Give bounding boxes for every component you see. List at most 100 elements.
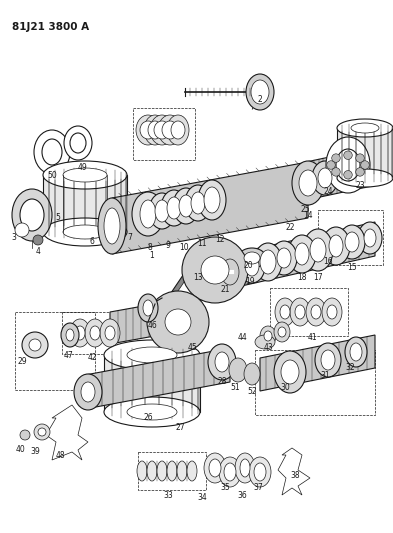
Ellipse shape	[271, 241, 297, 275]
Text: 6: 6	[90, 238, 94, 246]
Ellipse shape	[315, 343, 341, 377]
Ellipse shape	[167, 461, 177, 481]
Ellipse shape	[167, 115, 189, 145]
Ellipse shape	[191, 192, 205, 214]
Circle shape	[356, 168, 364, 176]
Ellipse shape	[240, 459, 250, 477]
Text: 40: 40	[15, 446, 25, 455]
Ellipse shape	[148, 121, 162, 139]
Ellipse shape	[345, 232, 359, 252]
Circle shape	[38, 428, 46, 436]
Ellipse shape	[161, 190, 187, 226]
Ellipse shape	[358, 222, 382, 254]
Ellipse shape	[345, 337, 367, 367]
Text: 21: 21	[220, 286, 230, 295]
Ellipse shape	[254, 243, 282, 281]
Ellipse shape	[34, 130, 70, 174]
Text: 9: 9	[165, 240, 171, 249]
Ellipse shape	[274, 351, 306, 393]
Text: 43: 43	[263, 343, 273, 352]
Text: 47: 47	[63, 351, 73, 359]
Ellipse shape	[150, 115, 174, 145]
Ellipse shape	[70, 319, 90, 347]
Ellipse shape	[149, 193, 175, 229]
Text: 38: 38	[290, 471, 300, 480]
Ellipse shape	[303, 229, 333, 271]
Ellipse shape	[162, 121, 178, 139]
Ellipse shape	[143, 300, 153, 316]
Ellipse shape	[104, 397, 200, 427]
Ellipse shape	[179, 195, 193, 217]
Ellipse shape	[104, 208, 120, 244]
Text: 18: 18	[297, 273, 307, 282]
Ellipse shape	[244, 363, 260, 385]
Polygon shape	[43, 175, 127, 232]
Text: 49: 49	[77, 164, 87, 173]
Ellipse shape	[127, 347, 177, 363]
Circle shape	[327, 161, 335, 169]
Text: 45: 45	[187, 343, 197, 352]
Ellipse shape	[260, 250, 276, 274]
Text: 36: 36	[237, 490, 247, 499]
Ellipse shape	[157, 461, 167, 481]
Text: 27: 27	[175, 424, 185, 432]
Circle shape	[356, 154, 364, 163]
Bar	[318, 210, 383, 265]
Text: 15: 15	[347, 263, 357, 272]
Text: 1: 1	[150, 251, 154, 260]
Bar	[15, 312, 95, 390]
Text: 33: 33	[163, 490, 173, 499]
Text: 31: 31	[320, 370, 330, 379]
Polygon shape	[337, 128, 393, 178]
Circle shape	[147, 291, 209, 353]
Circle shape	[15, 223, 29, 237]
Circle shape	[22, 332, 48, 358]
Ellipse shape	[292, 161, 324, 205]
Text: 28: 28	[217, 377, 227, 386]
Circle shape	[344, 151, 352, 159]
Polygon shape	[228, 222, 375, 289]
Ellipse shape	[321, 350, 335, 370]
Circle shape	[165, 309, 191, 335]
Text: 29: 29	[17, 358, 27, 367]
Ellipse shape	[64, 126, 92, 160]
Ellipse shape	[144, 115, 166, 145]
Text: 42: 42	[87, 353, 97, 362]
Ellipse shape	[246, 74, 274, 110]
Ellipse shape	[337, 119, 393, 137]
Polygon shape	[155, 241, 245, 350]
Ellipse shape	[295, 305, 305, 319]
Bar	[270, 288, 348, 336]
Ellipse shape	[167, 197, 181, 219]
Circle shape	[182, 237, 248, 303]
Text: 81J21 3800 A: 81J21 3800 A	[12, 22, 89, 32]
Ellipse shape	[140, 121, 156, 139]
Ellipse shape	[244, 252, 260, 264]
Ellipse shape	[63, 225, 107, 239]
Ellipse shape	[132, 192, 164, 236]
Ellipse shape	[238, 248, 266, 268]
Bar	[138, 452, 206, 490]
Text: 46: 46	[147, 320, 157, 329]
Ellipse shape	[85, 319, 105, 347]
Ellipse shape	[208, 344, 236, 380]
Circle shape	[332, 154, 340, 163]
Ellipse shape	[254, 463, 266, 481]
Text: 13: 13	[193, 273, 203, 282]
Text: 2: 2	[258, 95, 263, 104]
Text: 26: 26	[143, 414, 153, 423]
Ellipse shape	[147, 461, 157, 481]
Ellipse shape	[229, 358, 247, 382]
Ellipse shape	[100, 319, 120, 347]
Circle shape	[344, 171, 352, 179]
Ellipse shape	[66, 329, 74, 341]
Ellipse shape	[277, 248, 291, 268]
Ellipse shape	[140, 200, 156, 228]
Ellipse shape	[249, 457, 271, 487]
Ellipse shape	[137, 461, 147, 481]
Text: 24: 24	[323, 188, 333, 197]
Ellipse shape	[290, 298, 310, 326]
Text: 20: 20	[243, 261, 253, 270]
Text: 8: 8	[148, 244, 152, 253]
Ellipse shape	[158, 115, 182, 145]
